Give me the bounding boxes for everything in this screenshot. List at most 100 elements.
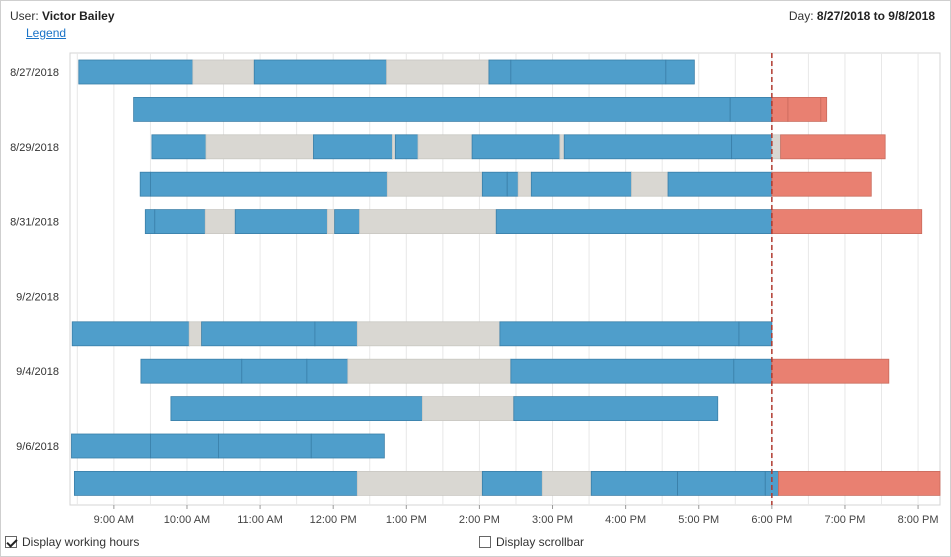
x-axis-tick-label: 9:00 AM (94, 514, 134, 526)
activity-segment-work (729, 97, 773, 122)
activity-segment-work (738, 321, 773, 347)
x-axis-tick-label: 12:00 PM (310, 514, 357, 526)
activity-segment-work (590, 470, 678, 496)
x-axis-tick-label: 4:00 PM (605, 514, 646, 526)
activity-segment-work (314, 321, 358, 347)
activity-segment-work (150, 433, 219, 459)
activity-segment-work (154, 209, 206, 235)
activity-segment-work (495, 209, 773, 235)
activity-segment-work (170, 396, 423, 422)
activity-segment-work (394, 134, 419, 160)
day-range: 8/27/2018 to 9/8/2018 (816, 9, 935, 23)
row-date-label: 9/6/2018 (16, 441, 59, 453)
activity-segment-overtime (787, 97, 822, 122)
x-axis-tick-label: 3:00 PM (532, 514, 573, 526)
activity-segment-idle (517, 171, 532, 197)
activity-segment-work (241, 358, 308, 384)
activity-segment-work (253, 59, 387, 85)
user-label: User: (10, 9, 39, 23)
activity-segment-overtime (771, 209, 923, 235)
x-axis-tick-label: 11:00 AM (237, 514, 283, 526)
activity-segment-work (310, 433, 385, 459)
display-scrollbar-toggle[interactable]: Display scrollbar (479, 535, 584, 549)
activity-segment-work (481, 171, 508, 197)
day-range-info: Day: 8/27/2018 to 9/8/2018 (789, 9, 935, 23)
row-date-label: 9/4/2018 (16, 366, 59, 378)
activity-segment-overtime (780, 134, 886, 160)
activity-segment-work (733, 358, 773, 384)
activity-segment-work (510, 358, 735, 384)
activity-segment-work (71, 433, 151, 459)
activity-segment-work (133, 97, 731, 122)
row-date-label: 9/2/2018 (16, 291, 59, 303)
activity-segment-idle (386, 59, 490, 85)
activity-segment-work (150, 171, 388, 197)
row-date-label: 8/31/2018 (10, 217, 59, 229)
activity-segment-work (140, 358, 243, 384)
activity-segment-idle (326, 209, 336, 235)
activity-segment-idle (392, 134, 396, 160)
x-axis-tick-label: 1:00 PM (386, 514, 427, 526)
x-axis-tick-label: 6:00 PM (751, 514, 792, 526)
activity-segment-idle (347, 358, 512, 384)
activity-segment-overtime (771, 97, 789, 122)
activity-segment-work (499, 321, 740, 347)
working-hours-label: Display working hours (22, 535, 140, 549)
activity-segment-work (471, 134, 561, 160)
activity-segment-work (510, 59, 667, 85)
activity-segment-idle (205, 134, 314, 160)
legend-link[interactable]: Legend (26, 26, 67, 40)
x-axis-tick-label: 5:00 PM (678, 514, 719, 526)
activity-segment-work (731, 134, 773, 160)
activity-segment-work (218, 433, 312, 459)
activity-segment-idle (356, 321, 501, 347)
activity-segment-work (144, 209, 156, 235)
activity-segment-work (313, 134, 393, 160)
activity-segment-idle (421, 396, 515, 422)
x-axis-tick-label: 10:00 AM (164, 514, 210, 526)
user-name: Victor Bailey (42, 9, 115, 23)
activity-segment-work (234, 209, 328, 235)
activity-segment-work (764, 470, 779, 496)
row-date-label: 8/27/2018 (10, 67, 59, 79)
x-axis-tick-label: 8:00 PM (898, 514, 939, 526)
x-axis-tick-label: 2:00 PM (459, 514, 500, 526)
activity-segment-work (677, 470, 766, 496)
activity-segment-idle (631, 171, 669, 197)
activity-segment-idle (386, 171, 483, 197)
activity-segment-idle (192, 59, 255, 85)
activity-segment-work (201, 321, 316, 347)
activity-segment-work (506, 171, 519, 197)
activity-segment-idle (204, 209, 236, 235)
activity-segment-idle (541, 470, 592, 496)
working-hours-checkbox[interactable] (5, 536, 17, 548)
activity-segment-idle (359, 209, 497, 235)
activity-segment-overtime (771, 358, 890, 384)
activity-segment-work (667, 171, 773, 197)
activity-segment-idle (188, 321, 202, 347)
activity-segment-work (78, 59, 194, 85)
activity-segment-work (306, 358, 349, 384)
activity-segment-idle (356, 470, 483, 496)
activity-segment-work (481, 470, 543, 496)
activity-segment-overtime (820, 97, 828, 122)
plot-area-border (69, 52, 941, 506)
activity-segment-work (530, 171, 632, 197)
x-axis-tick-label: 7:00 PM (824, 514, 865, 526)
user-info: User: Victor Bailey (10, 9, 115, 23)
scrollbar-checkbox[interactable] (479, 536, 491, 548)
row-date-label: 8/29/2018 (10, 142, 59, 154)
activity-segment-work (334, 209, 360, 235)
activity-segment-work (665, 59, 695, 85)
activity-segment-work (139, 171, 151, 197)
activity-segment-idle (771, 134, 782, 160)
activity-segment-work (151, 134, 207, 160)
activity-segment-overtime (778, 470, 941, 496)
activity-segment-work (71, 321, 190, 347)
activity-segment-work (73, 470, 358, 496)
display-working-hours-toggle[interactable]: Display working hours (5, 535, 139, 549)
day-label: Day: (788, 9, 814, 23)
activity-segment-overtime (771, 171, 872, 197)
activity-segment-work (563, 134, 733, 160)
